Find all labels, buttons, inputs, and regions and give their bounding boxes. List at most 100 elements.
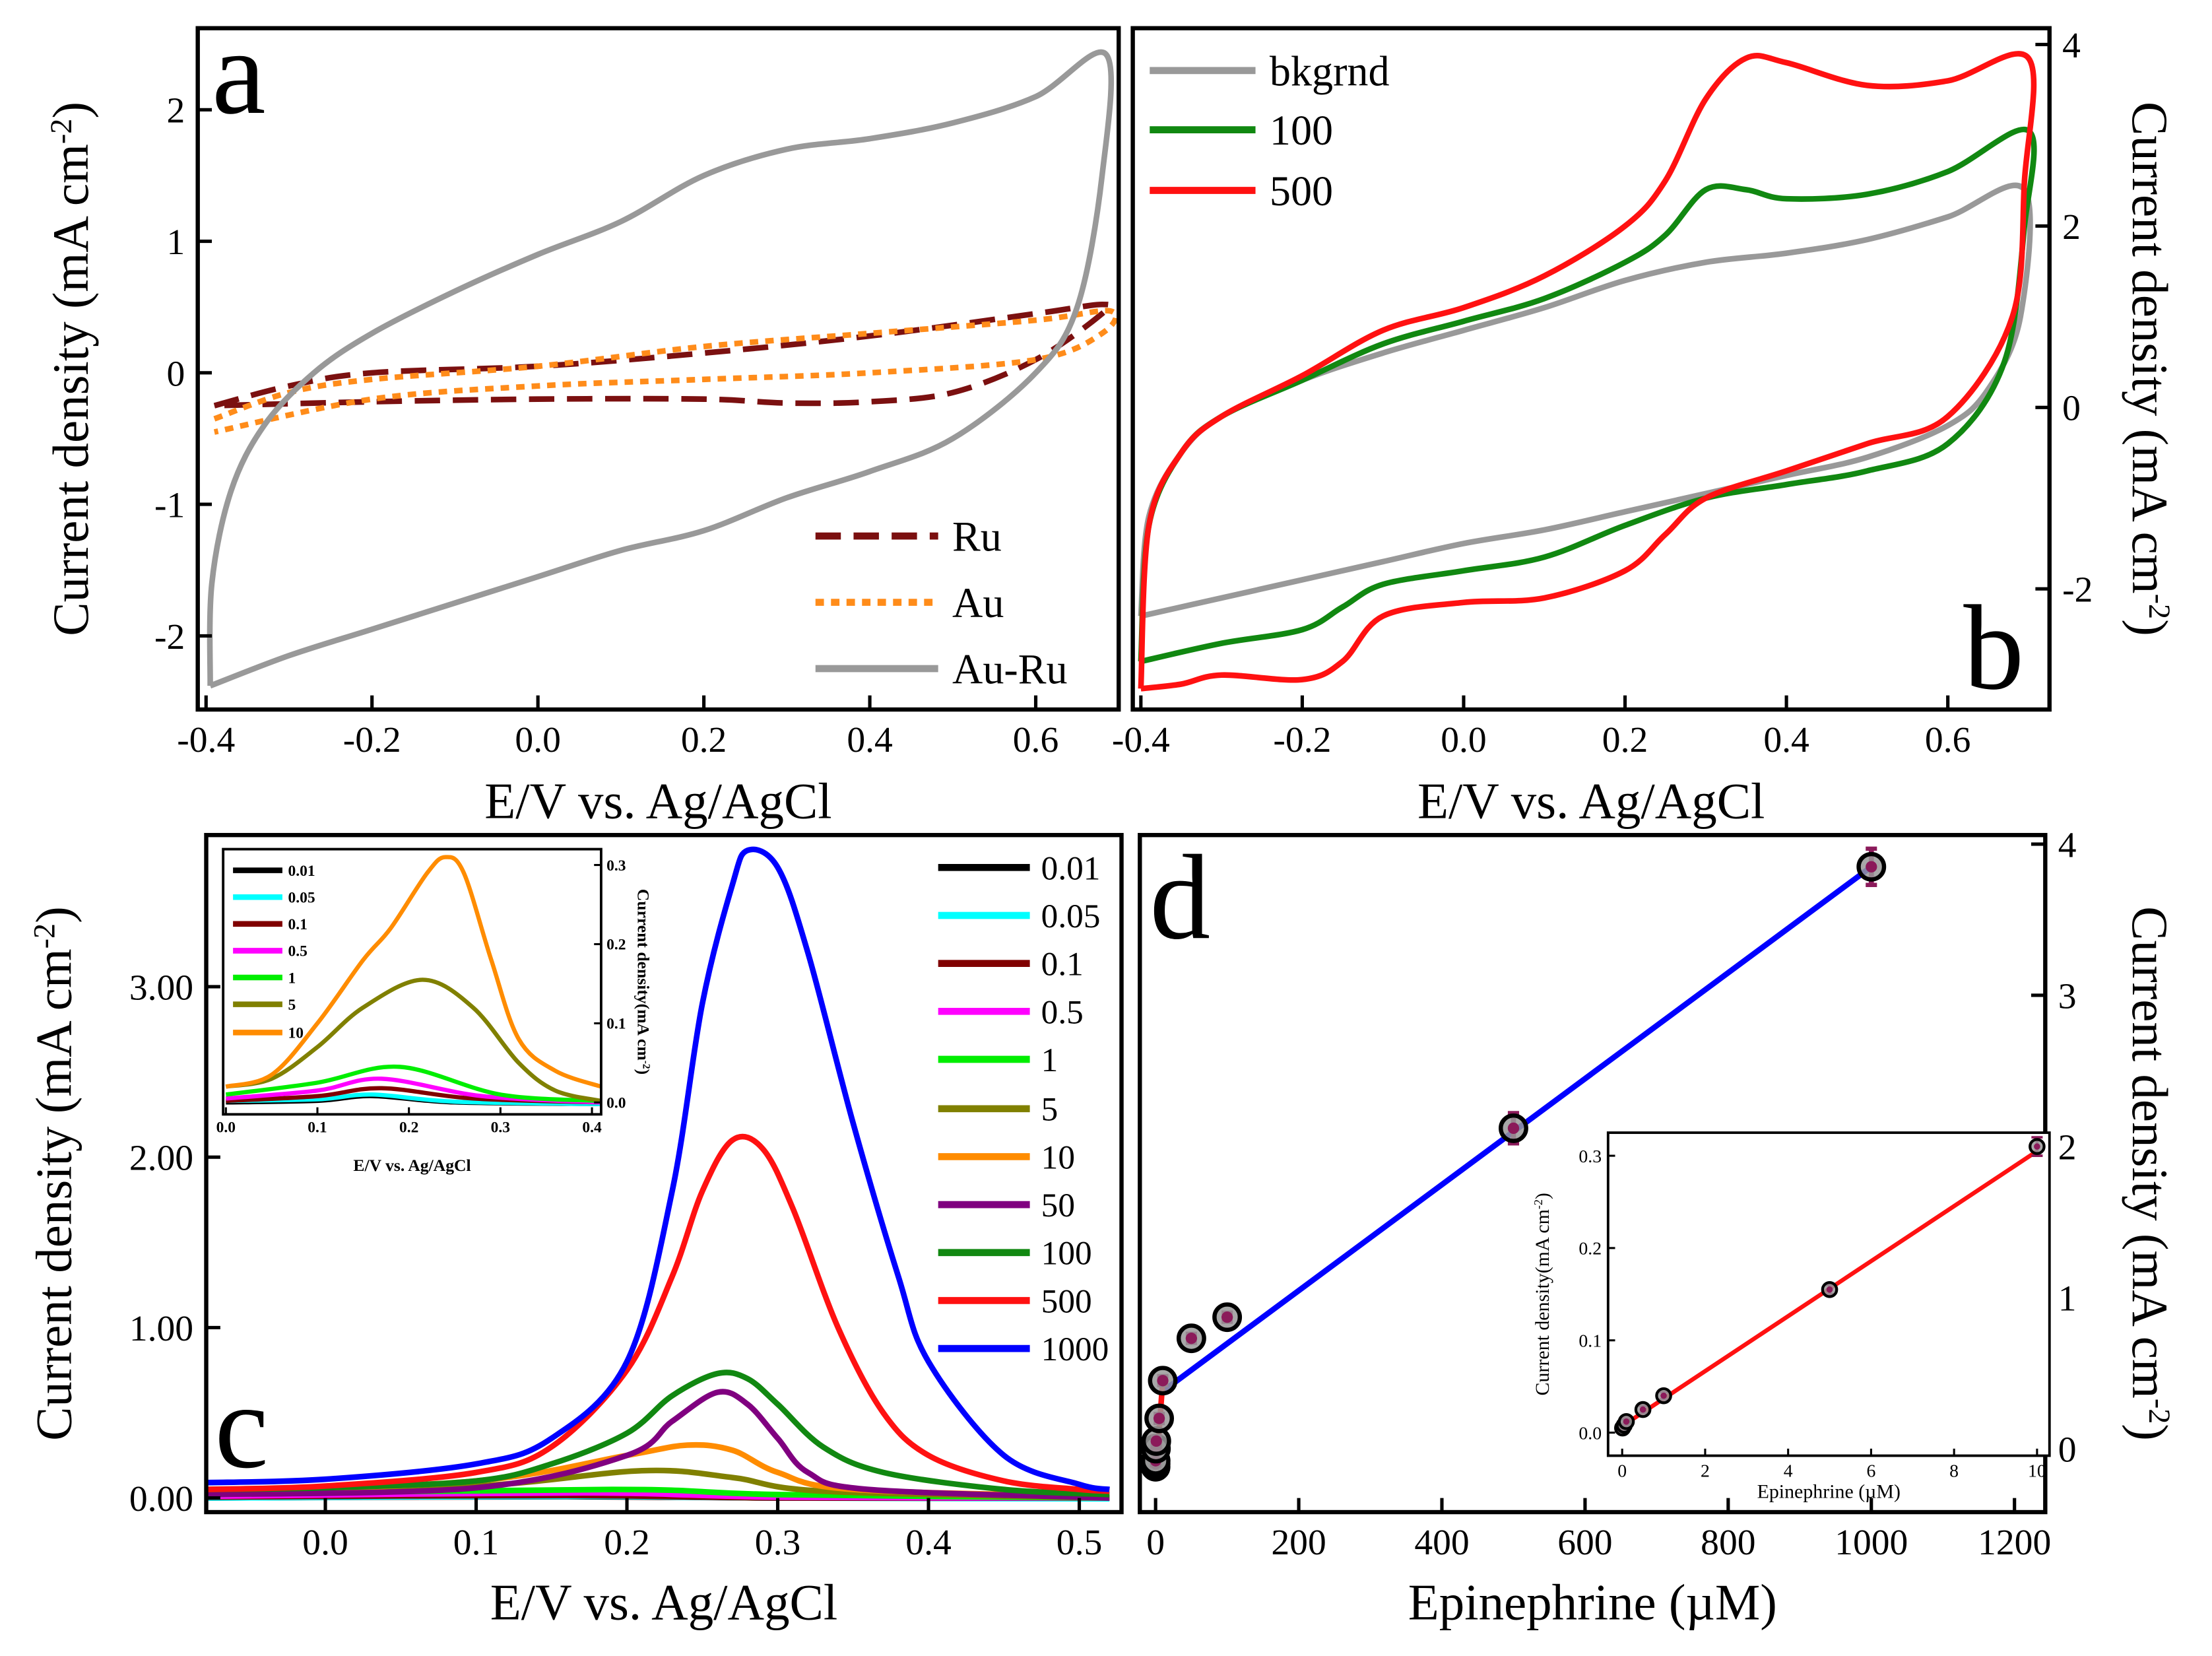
x-tick-label: 0.2 <box>399 1119 418 1136</box>
x-tick-label: 1200 <box>1978 1522 2051 1563</box>
y-axis-label-superscript: -2 <box>2143 1399 2176 1424</box>
panel-label: c <box>214 1359 269 1494</box>
x-tick-label: 0.4 <box>1763 719 1809 760</box>
legend: Ru Au Au-Ru <box>815 513 1068 692</box>
y-axis-label-close: ) <box>42 102 99 119</box>
data-point-core <box>1866 861 1877 873</box>
x-tick-label: 0.4 <box>582 1119 602 1136</box>
y-tick-label: 0.2 <box>606 937 626 954</box>
x-tick-label: 0.1 <box>308 1119 327 1136</box>
y-tick-label: 1 <box>166 222 185 263</box>
x-axis-label: Epinephrine (µM) <box>1757 1481 1901 1503</box>
legend-label: 5 <box>288 997 296 1014</box>
x-tick-label: 0.1 <box>453 1522 499 1563</box>
series-100-line <box>206 1370 1110 1498</box>
x-axis-label: E/V vs. Ag/AgCl <box>353 1156 471 1175</box>
y-tick-label: 0.2 <box>1578 1239 1602 1259</box>
y-tick-label: 0 <box>2062 388 2081 429</box>
series-Ru-line <box>213 301 1113 409</box>
y-axis-label-text: Current density (mA cm <box>42 144 99 636</box>
y-axis-label-close: ) <box>2122 1424 2178 1441</box>
y-tick-label: 0.3 <box>606 857 626 875</box>
data-points <box>1140 846 1887 1482</box>
x-tick-label: 2 <box>1701 1461 1710 1481</box>
y-axis-label: Current density(mA cm-2) <box>634 889 653 1075</box>
x-tick-label: 800 <box>1701 1522 1755 1563</box>
y-tick-label: 0.1 <box>1578 1331 1602 1351</box>
legend-label: Au-Ru <box>952 646 1068 692</box>
y-axis-label-text: Current density (mA cm <box>25 948 82 1441</box>
series-10-line <box>225 855 601 1089</box>
legend-label: 0.05 <box>288 889 315 906</box>
y-axis-label: Current density (mA cm-2) <box>42 102 99 636</box>
plot-area <box>197 28 1119 710</box>
x-axis-label: E/V vs. Ag/AgCl <box>484 773 831 830</box>
legend-label: 0.5 <box>288 943 307 960</box>
y-axis-label-text: Current density (mA cm <box>2122 906 2178 1399</box>
y-axis-label-superscript: -2 <box>641 1061 652 1069</box>
y-axis-label-superscript: -2 <box>27 923 61 948</box>
y-tick-label: 2 <box>2058 1127 2077 1168</box>
legend-label: 100 <box>1270 107 1333 154</box>
x-tick-label: -0.4 <box>1112 719 1170 760</box>
x-tick-label: 0.2 <box>681 719 727 760</box>
x-tick-label: 0.0 <box>302 1522 348 1563</box>
y-tick-label: 0.0 <box>1578 1423 1602 1443</box>
data-point-core <box>1185 1333 1198 1344</box>
legend-label: 10 <box>288 1025 304 1042</box>
panel-c-inset: 0.0 0.1 0.2 0.3 0.40.00.10.20.3E/V vs. Ag/Ag… <box>216 847 653 1175</box>
y-tick-label: -1 <box>154 485 185 526</box>
data-point-core <box>1826 1286 1833 1293</box>
legend-label: 0.01 <box>1041 849 1101 887</box>
data-point-core <box>1639 1406 1646 1413</box>
panel-b: -0.4 -0.2 0.0 0.2 0.4 0.6 -2 0 2 4 E/V vs. Ag/AgCl… <box>1112 25 2178 830</box>
panel-d-inset: 0 2 4 6 8 10 0.0 0.1 0.2 0.3 Epinephrine (µM) Curre… <box>1532 1131 2051 1503</box>
legend-label: 500 <box>1270 168 1333 215</box>
plot-frame <box>204 832 1124 1515</box>
y-tick-label: 1 <box>2058 1278 2077 1319</box>
y-tick-label: 0.0 <box>606 1095 626 1112</box>
y-axis-label-text: Current density (mA cm <box>2122 102 2178 594</box>
plot-frame <box>1130 26 2052 712</box>
x-tick-label: 400 <box>1414 1522 1469 1563</box>
y-tick-label: 3.00 <box>129 967 193 1008</box>
y-axis-label-close: ) <box>2122 619 2178 636</box>
legend-label: Au <box>952 580 1004 626</box>
x-tick-label: 600 <box>1557 1522 1612 1563</box>
legend-label: 0.05 <box>1041 898 1101 935</box>
plot-frame <box>222 847 602 1116</box>
legend-label: 10 <box>1041 1139 1075 1176</box>
legend: 0.01 0.05 0.1 0.5 1 5 10 <box>233 863 315 1042</box>
series-5-line <box>225 977 601 1104</box>
x-tick-label: 0.0 <box>515 719 560 760</box>
legend-label: 0.1 <box>288 916 307 933</box>
x-tick-label: 0.6 <box>1925 719 1970 760</box>
y-axis-label: Current density (mA cm-2) <box>2122 906 2178 1441</box>
y-tick-label: -2 <box>154 616 185 657</box>
y-tick-label: 0.00 <box>129 1478 193 1519</box>
legend-label: Ru <box>952 513 1002 560</box>
x-tick-label: 4 <box>1784 1461 1793 1481</box>
y-tick-label: 4 <box>2058 824 2077 865</box>
panel-label: a <box>212 5 266 139</box>
legend-label: 0.1 <box>1041 946 1084 983</box>
legend-label: 1000 <box>1041 1331 1109 1368</box>
y-axis-label-close: ) <box>634 1069 653 1075</box>
plot-frame <box>195 26 1121 712</box>
x-axis-label: E/V vs. Ag/AgCl <box>490 1573 837 1630</box>
legend-label: 100 <box>1041 1235 1092 1273</box>
series-50-line <box>206 1389 1110 1501</box>
x-tick-label: -0.4 <box>177 719 235 760</box>
x-tick-label: 0.2 <box>1602 719 1648 760</box>
legend-label: 0.5 <box>1041 993 1084 1031</box>
y-tick-label: 1.00 <box>129 1308 193 1349</box>
x-tick-label: 0.2 <box>604 1522 649 1563</box>
y-axis-label-superscript: -2 <box>44 119 77 144</box>
series-1000-line <box>206 846 1110 1492</box>
x-tick-label: 0.6 <box>1013 719 1058 760</box>
series-500-line <box>206 1133 1110 1494</box>
y-axis-label: Current density(mA cm-2) <box>1532 1193 1553 1395</box>
y-tick-label: 3 <box>2058 976 2077 1016</box>
y-tick-label: -2 <box>2062 570 2093 611</box>
x-tick-label: 8 <box>1949 1461 1959 1481</box>
